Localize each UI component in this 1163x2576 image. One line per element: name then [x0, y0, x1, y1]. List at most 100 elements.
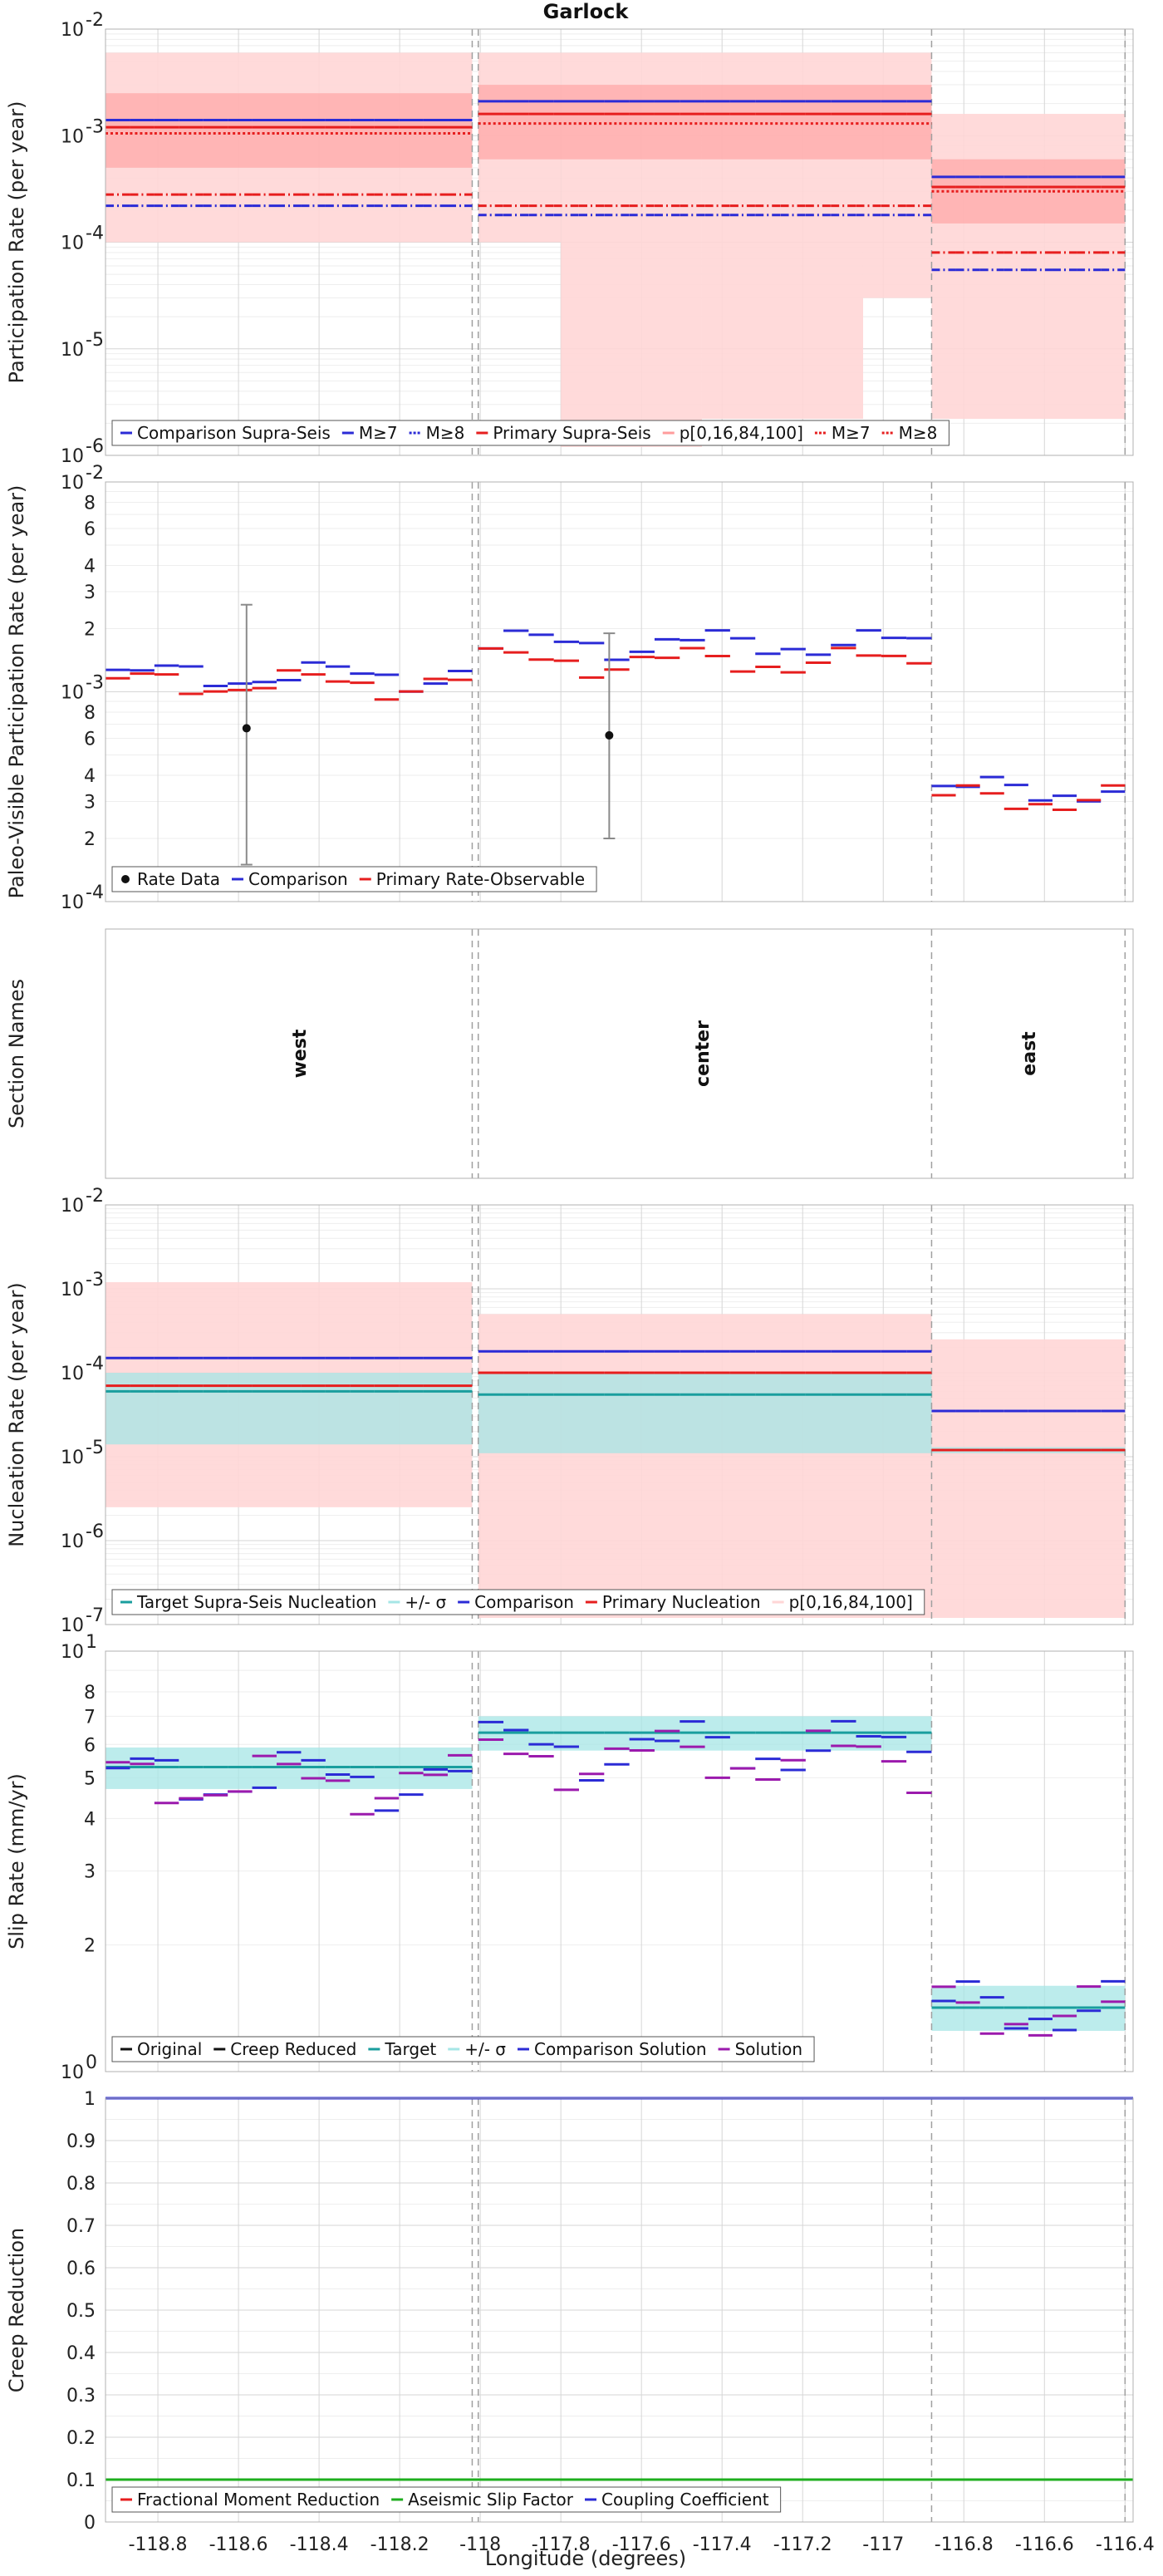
- y-tick-label: 10: [61, 1615, 84, 1636]
- y-tick-label: 4: [84, 766, 96, 787]
- y-tick-label: 0.6: [66, 2259, 96, 2279]
- panel-creep: Creep Reduction 0 0.1 0.2 0.3 0.4 0.5 0.6 0.7 0.8…: [5, 2089, 1155, 2555]
- panel-nucleation: Nucleation Rate (per year)10-710-610-510…: [5, 1186, 1134, 1636]
- legend-label: Target: [384, 2039, 436, 2059]
- x-tick-label: -117.8: [532, 2534, 591, 2555]
- x-tick-label: -118.6: [209, 2534, 268, 2555]
- y-tick-label: 0: [84, 2513, 96, 2534]
- panel-frame: [105, 2097, 1134, 2523]
- legend-paleo: Rate Data Comparison Primary Rate-Observab…: [111, 866, 597, 892]
- panel-frame: [105, 1650, 1134, 2072]
- y-tick-label: 10: [61, 683, 84, 704]
- band--: [106, 1373, 473, 1445]
- y-tick-exponent: -2: [86, 463, 104, 484]
- legend-nucleation: Target Supra-Seis Nucleation +/- σ Compari…: [111, 1589, 925, 1615]
- y-tick-label: 8: [84, 493, 96, 514]
- y-tick-exponent: -3: [86, 673, 104, 694]
- legend-label: Original: [137, 2039, 202, 2059]
- y-tick-label: 4: [84, 556, 96, 577]
- y-tick-label: 6: [84, 1735, 96, 1756]
- y-tick-label: 10: [61, 1448, 84, 1468]
- band-p-16-84-: [478, 85, 932, 160]
- y-axis-label-sections: Section Names: [5, 979, 28, 1128]
- y-axis-label-creep: Creep Reduction: [5, 2228, 28, 2392]
- rate-data-point: [605, 730, 614, 740]
- y-tick-exponent: 1: [86, 1632, 97, 1653]
- section-name-center: center: [693, 1020, 714, 1087]
- y-tick-label: 10: [61, 1364, 84, 1384]
- y-tick-exponent: 0: [86, 2052, 97, 2073]
- chart-title: Garlock: [543, 0, 630, 23]
- legend-label: p[0,16,84,100]: [789, 1592, 913, 1612]
- legend-label: +/- σ: [405, 1592, 446, 1612]
- y-tick-exponent: -7: [86, 1605, 104, 1626]
- x-tick-label: -117.4: [693, 2534, 752, 2555]
- y-tick-exponent: -2: [86, 1186, 104, 1207]
- y-tick-label: 3: [84, 793, 96, 814]
- x-tick-label: -117.2: [773, 2534, 832, 2555]
- legend-box: [111, 2036, 815, 2062]
- y-tick-exponent: -3: [86, 1270, 104, 1290]
- band-p-0-100-: [931, 1339, 1126, 1619]
- legend-label: Comparison Supra-Seis: [137, 423, 331, 443]
- y-tick-label: 0.8: [66, 2174, 96, 2195]
- y-tick-exponent: -5: [86, 1438, 104, 1458]
- y-tick-label: 0.2: [66, 2428, 96, 2449]
- y-tick-label: 8: [84, 703, 96, 724]
- y-tick-label: 2: [84, 619, 96, 640]
- y-tick-label: 0.9: [66, 2131, 96, 2152]
- section-name-west: west: [290, 1029, 311, 1078]
- x-tick-label: -116.6: [1015, 2534, 1074, 2555]
- legend-creep: Fractional Moment Reduction Aseismic Slip…: [111, 2486, 782, 2513]
- panel-frame: [105, 28, 1134, 456]
- y-tick-label: 1: [84, 2089, 96, 2110]
- y-tick-label: 3: [84, 1862, 96, 1883]
- legend-marker: [121, 875, 130, 883]
- x-tick-label: -117: [862, 2534, 904, 2555]
- y-tick-label: 10: [61, 1196, 84, 1217]
- y-tick-label: 10: [61, 20, 84, 41]
- legend-slip: Original Creep Reduced Target +/- σ Comparis…: [111, 2036, 815, 2062]
- y-tick-label: 10: [61, 892, 84, 913]
- legend-box: [111, 420, 950, 446]
- panel-sections: Section Names west center east: [5, 928, 1134, 1179]
- legend-label: Comparison: [248, 869, 348, 889]
- y-tick-exponent: -5: [86, 330, 104, 351]
- legend-label: Primary Supra-Seis: [493, 423, 650, 443]
- y-tick-label: 10: [61, 2062, 84, 2083]
- y-tick-label: 6: [84, 519, 96, 540]
- panels: Participation Rate (per year)10 -610 -510-…: [5, 10, 1155, 2555]
- band-p-0-100-: [478, 1314, 932, 1619]
- x-tick-label: -118: [459, 2534, 501, 2555]
- panel-frame: [105, 1204, 1134, 1625]
- y-tick-label: 6: [84, 730, 96, 750]
- y-tick-label: 10: [61, 473, 84, 494]
- legend-label: Target Supra-Seis Nucleation: [136, 1592, 376, 1612]
- panel-frame: [105, 928, 1134, 1179]
- y-axis-label-slip: Slip Rate (mm/yr): [5, 1773, 28, 1949]
- x-tick-label: -116.8: [935, 2534, 994, 2555]
- y-tick-exponent: -4: [86, 882, 104, 903]
- y-tick-exponent: -3: [86, 116, 104, 137]
- y-tick-exponent: -6: [86, 1522, 104, 1542]
- y-tick-label: 10: [61, 1531, 84, 1552]
- band--: [478, 1373, 932, 1453]
- legend-label: p[0,16,84,100]: [680, 423, 803, 443]
- legend-box: [111, 866, 597, 892]
- legend-label: Comparison: [474, 1592, 574, 1612]
- y-tick-label: 10: [61, 126, 84, 147]
- legend-label: M≥8: [899, 423, 938, 443]
- legend-label: Comparison Solution: [534, 2039, 707, 2059]
- panel-frame: [105, 481, 1134, 902]
- y-tick-exponent: -4: [86, 1354, 104, 1374]
- y-tick-label: 0.5: [66, 2301, 96, 2322]
- y-tick-label: 7: [84, 1707, 96, 1728]
- legend-label: Rate Data: [137, 869, 220, 889]
- legend-label: Coupling Coefficient: [601, 2490, 769, 2510]
- x-tick-label: -118.8: [129, 2534, 188, 2555]
- legend-label: Aseismic Slip Factor: [408, 2490, 574, 2510]
- legend-label: M≥7: [359, 423, 398, 443]
- y-tick-label: 0.3: [66, 2386, 96, 2406]
